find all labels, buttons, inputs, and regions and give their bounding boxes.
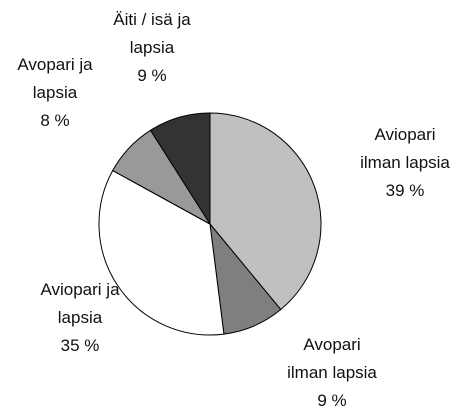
value-label: 39 % [385,181,425,200]
pie-slice [209,112,322,311]
slice-label: Avopari ilman lapsia 9 % [283,331,381,407]
category-label: Avopari ilman lapsia [287,335,377,382]
value-label: 9 % [317,391,347,407]
category-label: Aviopari ja lapsia [40,280,120,327]
category-label: Avopari ja lapsia [17,55,93,102]
pie-slice [98,169,225,336]
slice-label: Äiti / isä ja lapsia 9 % [105,6,200,90]
slice-label: Avopari ja lapsia 8 % [13,51,98,135]
category-label: Äiti / isä ja lapsia [113,10,191,57]
value-label: 8 % [40,111,70,130]
value-label: 9 % [137,66,167,85]
category-label: Aviopari ilman lapsia [360,125,450,172]
slice-label: Aviopari ilman lapsia 39 % [355,121,453,205]
slice-label: Aviopari ja lapsia 35 % [35,276,125,360]
pie-slice [149,112,211,226]
value-label: 35 % [60,336,100,355]
